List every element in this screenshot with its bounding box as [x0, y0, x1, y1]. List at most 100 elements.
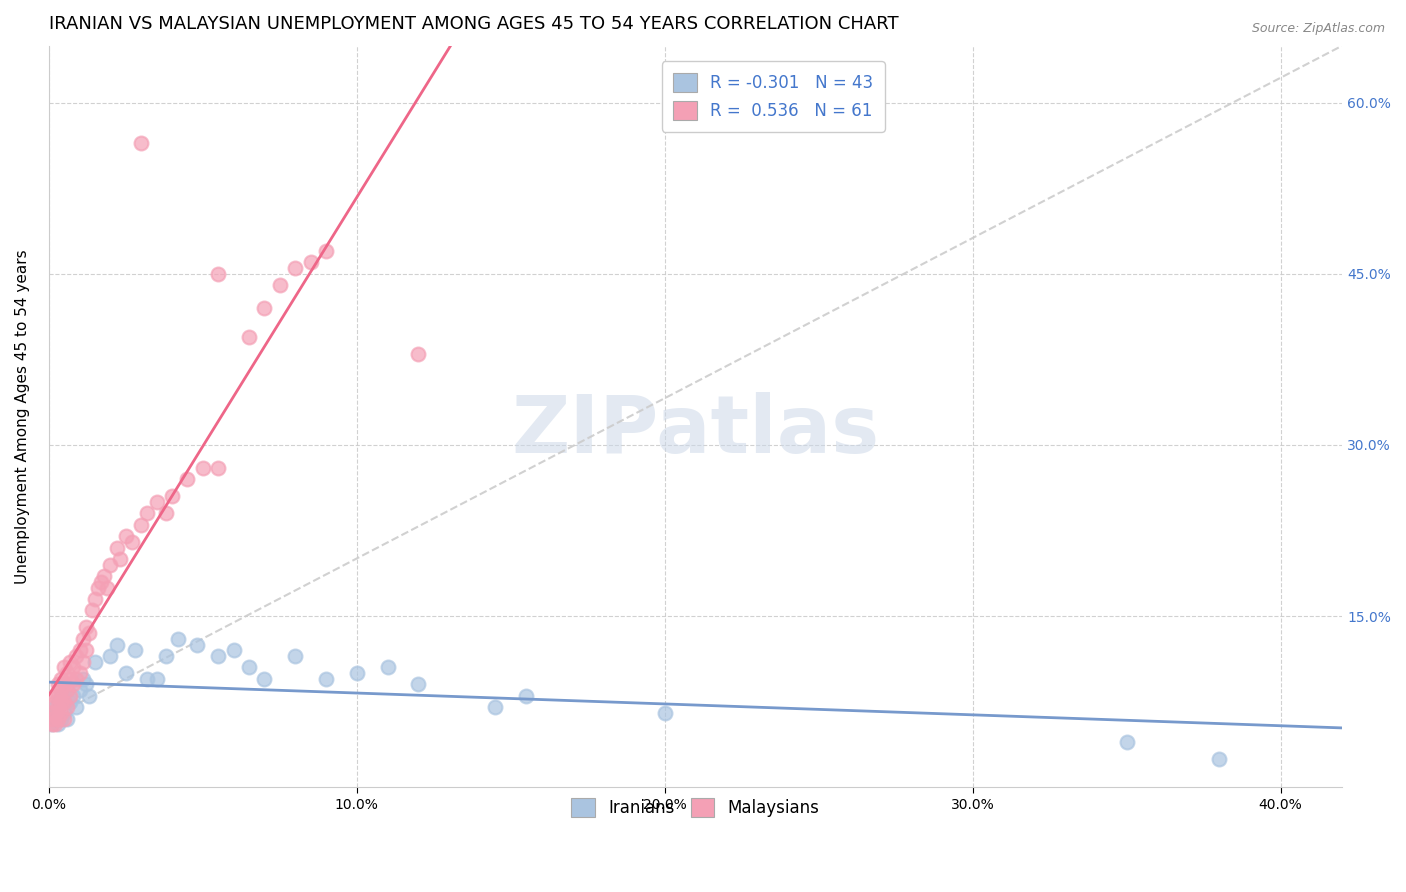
Point — [121, 535, 143, 549]
Point — [59, 689, 82, 703]
Point — [62, 677, 84, 691]
Point — [41, 717, 63, 731]
Legend: Iranians, Malaysians: Iranians, Malaysians — [561, 788, 830, 827]
Point — [69, 643, 91, 657]
Point — [44, 706, 66, 720]
Point — [44, 689, 66, 703]
Point — [69, 683, 91, 698]
Text: IRANIAN VS MALAYSIAN UNEMPLOYMENT AMONG AGES 45 TO 54 YEARS CORRELATION CHART: IRANIAN VS MALAYSIAN UNEMPLOYMENT AMONG … — [49, 15, 898, 33]
Point — [207, 267, 229, 281]
Point — [65, 648, 87, 663]
Point — [108, 552, 131, 566]
Point — [315, 244, 337, 258]
Point — [377, 660, 399, 674]
Point — [191, 460, 214, 475]
Point — [53, 677, 76, 691]
Point — [44, 700, 66, 714]
Point — [65, 700, 87, 714]
Point — [56, 666, 79, 681]
Point — [53, 695, 76, 709]
Point — [207, 648, 229, 663]
Point — [59, 695, 82, 709]
Point — [124, 643, 146, 657]
Point — [46, 717, 69, 731]
Point — [53, 712, 76, 726]
Point — [77, 626, 100, 640]
Point — [284, 261, 307, 276]
Point — [114, 529, 136, 543]
Point — [49, 695, 72, 709]
Point — [44, 695, 66, 709]
Point — [484, 700, 506, 714]
Point — [53, 695, 76, 709]
Point — [59, 655, 82, 669]
Point — [46, 689, 69, 703]
Point — [46, 712, 69, 726]
Text: Source: ZipAtlas.com: Source: ZipAtlas.com — [1251, 22, 1385, 36]
Point — [77, 689, 100, 703]
Point — [72, 632, 94, 646]
Point — [207, 460, 229, 475]
Point — [253, 301, 276, 315]
Point — [98, 648, 121, 663]
Point — [155, 507, 177, 521]
Point — [49, 672, 72, 686]
Point — [129, 517, 152, 532]
Point — [155, 648, 177, 663]
Point — [44, 717, 66, 731]
Point — [41, 717, 63, 731]
Point — [46, 695, 69, 709]
Point — [186, 638, 208, 652]
Point — [96, 581, 118, 595]
Point — [222, 643, 245, 657]
Point — [84, 655, 107, 669]
Point — [49, 683, 72, 698]
Point — [75, 620, 97, 634]
Point — [41, 706, 63, 720]
Point — [44, 712, 66, 726]
Point — [49, 712, 72, 726]
Point — [49, 706, 72, 720]
Point — [56, 700, 79, 714]
Point — [238, 660, 260, 674]
Point — [75, 677, 97, 691]
Point — [46, 700, 69, 714]
Point — [53, 660, 76, 674]
Point — [49, 689, 72, 703]
Point — [62, 660, 84, 674]
Point — [269, 278, 291, 293]
Point — [299, 255, 322, 269]
Point — [654, 706, 676, 720]
Point — [93, 569, 115, 583]
Point — [145, 495, 167, 509]
Point — [408, 677, 430, 691]
Point — [167, 632, 190, 646]
Text: ZIPatlas: ZIPatlas — [512, 392, 880, 470]
Point — [72, 655, 94, 669]
Point — [1115, 734, 1137, 748]
Point — [408, 346, 430, 360]
Point — [176, 472, 198, 486]
Point — [56, 683, 79, 698]
Point — [72, 672, 94, 686]
Point — [129, 136, 152, 150]
Point — [62, 689, 84, 703]
Point — [515, 689, 537, 703]
Point — [98, 558, 121, 572]
Point — [87, 581, 110, 595]
Point — [56, 683, 79, 698]
Point — [46, 677, 69, 691]
Point — [136, 507, 159, 521]
Point — [69, 666, 91, 681]
Point — [253, 672, 276, 686]
Point — [41, 712, 63, 726]
Point — [59, 672, 82, 686]
Point — [145, 672, 167, 686]
Point — [346, 666, 368, 681]
Point — [90, 574, 112, 589]
Point — [136, 672, 159, 686]
Point — [284, 648, 307, 663]
Point — [160, 489, 183, 503]
Point — [238, 329, 260, 343]
Point — [75, 643, 97, 657]
